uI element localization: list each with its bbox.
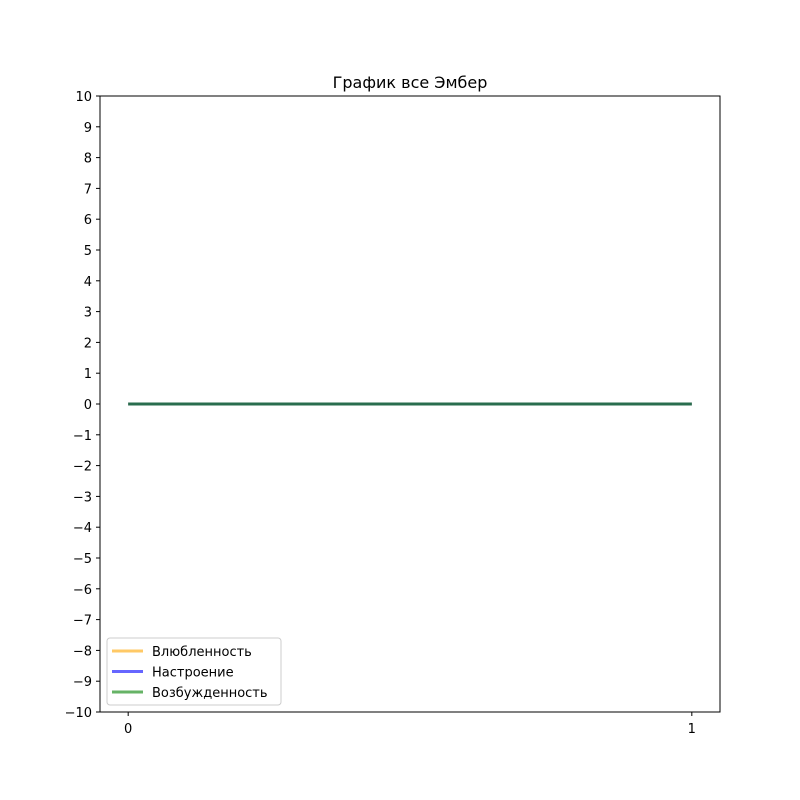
chart-title: График все Эмбер — [333, 73, 488, 92]
y-tick-label: −6 — [73, 583, 92, 598]
y-tick-label: 1 — [84, 367, 92, 382]
x-tick-label: 1 — [688, 722, 696, 737]
y-tick-label: −1 — [73, 429, 92, 444]
y-tick-label: −9 — [73, 675, 92, 690]
y-tick-label: −7 — [73, 614, 92, 629]
y-tick-label: −8 — [73, 644, 92, 659]
y-tick-label: −2 — [73, 460, 92, 475]
legend-label: Влюбленность — [152, 645, 252, 660]
y-tick-label: 10 — [75, 90, 92, 105]
y-tick-label: 5 — [84, 244, 92, 259]
plot-area-frame — [99, 95, 721, 713]
y-tick-label: 7 — [84, 182, 92, 197]
y-tick-label: −3 — [73, 490, 92, 505]
legend: Влюбленность Настроение Возбужденность — [106, 637, 282, 706]
y-tick-label: 8 — [84, 152, 92, 167]
y-tick-label: 6 — [84, 213, 92, 228]
x-tick-label: 0 — [124, 722, 132, 737]
legend-label: Возбужденность — [152, 686, 268, 701]
legend-box — [106, 637, 282, 706]
y-tick-label: 4 — [84, 275, 92, 290]
y-tick-label: −4 — [73, 521, 92, 536]
legend-label: Настроение — [152, 666, 234, 681]
y-tick-label: 9 — [84, 121, 92, 136]
y-tick-label: −5 — [73, 552, 92, 567]
y-tick-label: −10 — [65, 706, 92, 721]
y-tick-label: 3 — [84, 306, 92, 321]
y-tick-label: 2 — [84, 336, 92, 351]
y-tick-label: 0 — [84, 398, 92, 413]
